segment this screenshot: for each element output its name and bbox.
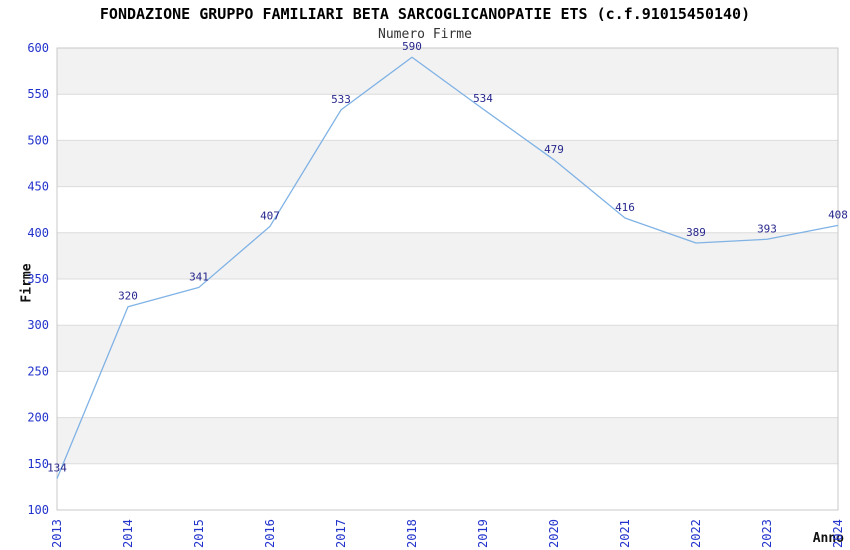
y-tick-label: 200 (27, 411, 49, 425)
y-tick-label: 400 (27, 226, 49, 240)
data-label: 134 (47, 462, 67, 475)
y-tick-labels: 600 550 500 450 400 350 300 250 200 150 100 (27, 41, 49, 517)
y-tick-label: 550 (27, 87, 49, 101)
data-label: 479 (544, 143, 564, 156)
x-axis-title: Anno (812, 531, 844, 546)
plot-band (57, 371, 838, 418)
x-tick-label: 2020 (547, 519, 561, 548)
x-tick-label: 2014 (121, 519, 135, 548)
x-tick-label: 2013 (50, 519, 64, 548)
data-labels: 134 320 341 407 533 590 534 479 416 389 393 408 (47, 40, 848, 474)
plot-band (57, 94, 838, 141)
data-label: 320 (118, 290, 138, 303)
y-tick-label: 150 (27, 457, 49, 471)
x-tick-label: 2021 (618, 519, 632, 548)
y-tick-label: 600 (27, 41, 49, 55)
data-label: 341 (189, 270, 209, 283)
y-tick-label: 500 (27, 133, 49, 147)
plot-band (57, 463, 838, 510)
data-label: 389 (686, 226, 706, 239)
x-tick-label: 2024 (831, 519, 845, 548)
data-label: 533 (331, 93, 351, 106)
y-tick-label: 100 (27, 503, 49, 517)
y-tick-label: 350 (27, 272, 49, 286)
data-label: 590 (402, 40, 422, 53)
plot-band (57, 325, 838, 372)
plot-border (56, 47, 839, 511)
x-tick-label: 2017 (334, 519, 348, 548)
data-label: 408 (828, 208, 848, 221)
data-label: 407 (260, 209, 280, 222)
plot-band (57, 417, 838, 464)
x-tick-label: 2023 (760, 519, 774, 548)
x-tick-label: 2019 (476, 519, 490, 548)
plot-band (57, 48, 838, 95)
plot-bands (57, 48, 838, 510)
y-tick-label: 450 (27, 180, 49, 194)
y-tick-label: 300 (27, 318, 49, 332)
x-tick-label: 2018 (405, 519, 419, 548)
data-label: 534 (473, 92, 493, 105)
plot-band (57, 232, 838, 279)
plot-band (57, 279, 838, 326)
plot-band (57, 186, 838, 233)
series-line (56, 56, 839, 479)
series-polyline (56, 56, 839, 479)
x-tick-label: 2015 (192, 519, 206, 548)
gridlines (56, 47, 839, 511)
data-label: 416 (615, 201, 635, 214)
y-tick-label: 250 (27, 364, 49, 378)
chart-title: FONDAZIONE GRUPPO FAMILIARI BETA SARCOGL… (99, 5, 751, 23)
x-tick-label: 2022 (689, 519, 703, 548)
x-tick-label: 2016 (263, 519, 277, 548)
x-tick-labels: 2013 2014 2015 2016 2017 2018 2019 2020 2021 2022… (50, 519, 845, 548)
plot-band (57, 140, 838, 187)
chart-subtitle: Numero Firme (378, 27, 472, 42)
data-label: 393 (757, 222, 777, 235)
